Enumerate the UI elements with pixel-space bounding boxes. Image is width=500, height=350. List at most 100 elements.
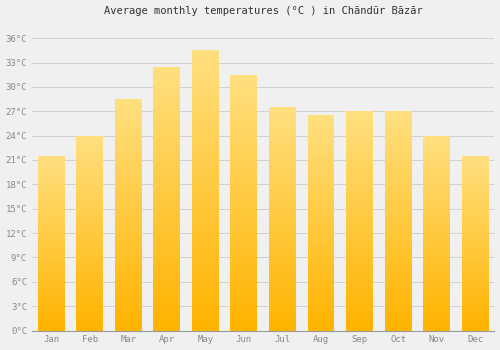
Bar xyxy=(423,165,450,167)
Bar xyxy=(462,267,488,270)
Bar xyxy=(462,164,488,167)
Bar xyxy=(308,312,334,314)
Bar xyxy=(38,169,64,171)
Bar xyxy=(384,172,411,174)
Bar xyxy=(269,317,296,320)
Bar xyxy=(38,210,64,213)
Bar xyxy=(269,241,296,244)
Bar xyxy=(115,166,142,168)
Bar xyxy=(38,307,64,309)
Bar xyxy=(115,258,142,261)
Bar xyxy=(308,161,334,164)
Bar xyxy=(154,258,180,261)
Bar xyxy=(38,324,64,326)
Bar xyxy=(423,262,450,265)
Bar xyxy=(346,237,373,240)
Bar xyxy=(38,298,64,300)
Bar xyxy=(76,279,103,282)
Bar xyxy=(269,297,296,300)
Bar xyxy=(384,262,411,265)
Bar xyxy=(115,325,142,328)
Bar xyxy=(462,158,488,160)
Bar xyxy=(384,254,411,257)
Bar xyxy=(462,324,488,326)
Bar xyxy=(308,244,334,247)
Bar xyxy=(38,178,64,180)
Bar xyxy=(346,213,373,216)
Bar xyxy=(346,207,373,210)
Bar xyxy=(38,237,64,239)
Bar xyxy=(346,303,373,306)
Bar xyxy=(423,150,450,153)
Bar xyxy=(115,241,142,244)
Bar xyxy=(115,140,142,142)
Bar xyxy=(38,228,64,230)
Bar xyxy=(76,326,103,328)
Bar xyxy=(423,296,450,299)
Bar xyxy=(192,113,219,117)
Bar xyxy=(115,256,142,258)
Bar xyxy=(462,272,488,274)
Bar xyxy=(192,253,219,257)
Bar xyxy=(423,267,450,270)
Bar xyxy=(76,277,103,279)
Bar xyxy=(154,119,180,122)
Bar xyxy=(462,274,488,276)
Bar xyxy=(230,327,258,331)
Bar xyxy=(384,191,411,194)
Bar xyxy=(384,246,411,248)
Bar xyxy=(346,139,373,141)
Bar xyxy=(462,237,488,239)
Bar xyxy=(423,180,450,182)
Bar xyxy=(269,300,296,303)
Bar xyxy=(269,230,296,233)
Bar xyxy=(154,122,180,126)
Bar xyxy=(384,139,411,141)
Bar xyxy=(423,299,450,301)
Bar xyxy=(154,186,180,189)
Bar xyxy=(269,194,296,197)
Bar xyxy=(346,229,373,232)
Bar xyxy=(230,209,258,212)
Bar xyxy=(308,172,334,175)
Bar xyxy=(308,290,334,293)
Bar xyxy=(346,298,373,300)
Bar xyxy=(308,218,334,220)
Bar xyxy=(230,251,258,254)
Bar xyxy=(38,202,64,204)
Bar xyxy=(76,233,103,236)
Bar xyxy=(423,287,450,289)
Bar xyxy=(38,285,64,287)
Bar xyxy=(230,241,258,244)
Bar xyxy=(346,161,373,163)
Bar xyxy=(192,155,219,159)
Bar xyxy=(192,131,219,134)
Bar xyxy=(76,216,103,218)
Bar xyxy=(192,295,219,299)
Bar xyxy=(346,194,373,196)
Bar xyxy=(423,282,450,284)
Bar xyxy=(192,124,219,127)
Bar xyxy=(154,215,180,218)
Bar xyxy=(38,171,64,173)
Bar xyxy=(423,145,450,148)
Bar xyxy=(346,322,373,325)
Bar xyxy=(154,156,180,159)
Bar xyxy=(308,234,334,236)
Bar xyxy=(154,172,180,175)
Bar xyxy=(346,185,373,188)
Bar xyxy=(230,177,258,180)
Bar xyxy=(384,284,411,287)
Bar xyxy=(384,218,411,221)
Bar xyxy=(308,279,334,282)
Bar xyxy=(38,193,64,195)
Bar xyxy=(154,308,180,311)
Bar xyxy=(38,213,64,215)
Bar xyxy=(230,282,258,286)
Bar xyxy=(115,172,142,174)
Bar xyxy=(462,302,488,304)
Bar xyxy=(384,202,411,204)
Bar xyxy=(76,175,103,177)
Bar xyxy=(423,326,450,328)
Bar xyxy=(38,276,64,278)
